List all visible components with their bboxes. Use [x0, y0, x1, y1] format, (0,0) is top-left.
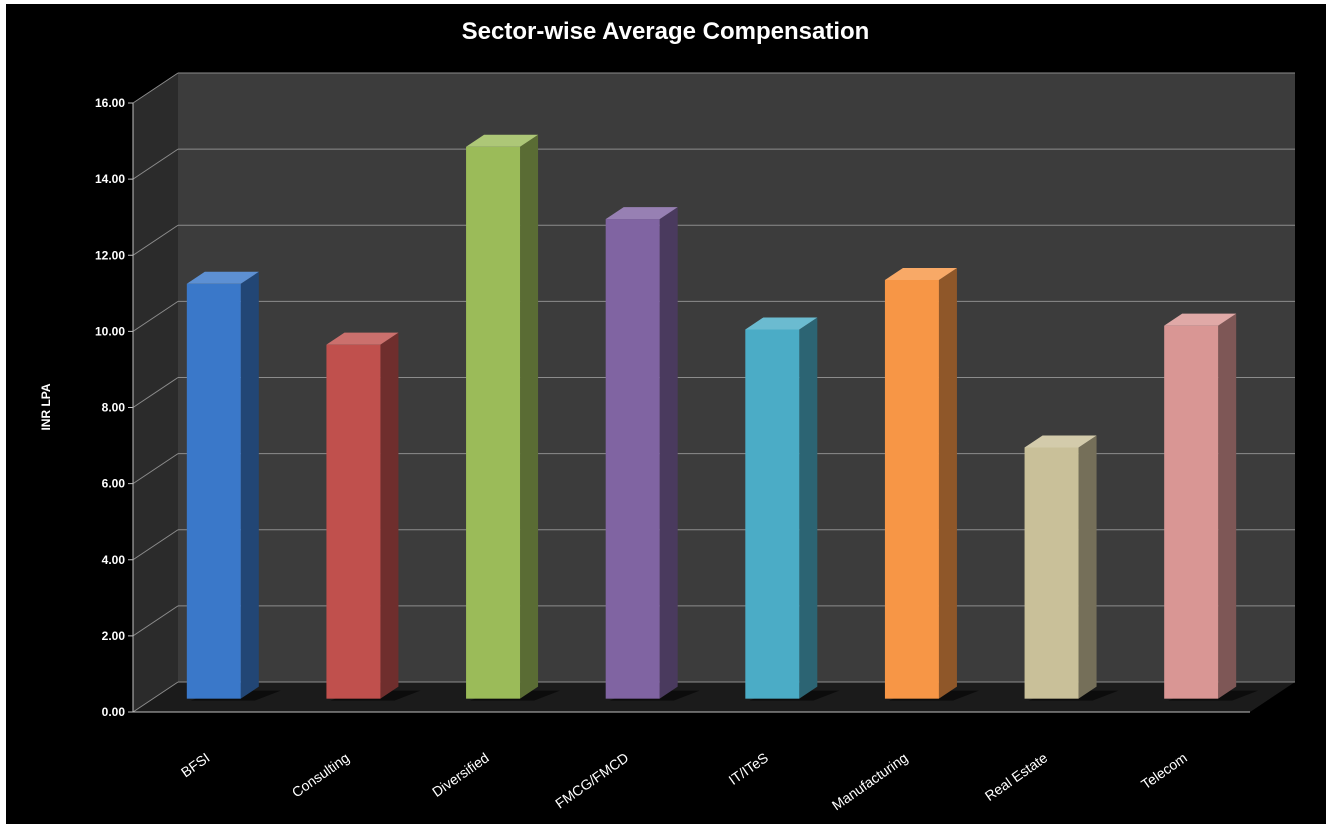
gridline-side	[132, 377, 179, 408]
floor	[133, 682, 1295, 712]
y-tick-label: 12.00	[95, 248, 125, 262]
category-label: Real Estate	[982, 749, 1051, 804]
plot-walls	[133, 73, 1295, 712]
bar-diversified	[466, 134, 561, 701]
chart-title: Sector-wise Average Compensation	[461, 18, 870, 45]
bar-real-estate	[1024, 435, 1119, 701]
bar-manufacturing	[884, 267, 979, 701]
bar-top	[326, 332, 399, 345]
bar-side	[659, 207, 678, 699]
bar-consulting	[326, 332, 421, 701]
bar-top	[745, 317, 818, 330]
bar-front	[1024, 447, 1079, 699]
bars	[186, 134, 1259, 701]
bar-front	[884, 279, 939, 699]
y-tick-label: 8.00	[102, 401, 126, 415]
category-label: Manufacturing	[829, 749, 911, 813]
bar-top	[466, 134, 539, 147]
category-label: Telecom	[1138, 749, 1190, 792]
bar-side	[1078, 435, 1097, 699]
y-tick-label: 10.00	[95, 324, 125, 338]
bar-top	[1024, 435, 1097, 448]
bar-side	[240, 271, 259, 699]
bar-top	[1164, 313, 1237, 326]
bar-side	[1218, 313, 1237, 699]
bar-front	[466, 146, 521, 699]
gridline-side	[132, 529, 179, 561]
y-axis-label: INR LPA	[39, 383, 53, 430]
y-tick-label: 2.00	[102, 629, 126, 643]
y-tick-label: 14.00	[95, 172, 125, 186]
bar-top	[605, 207, 678, 220]
category-label: Diversified	[429, 749, 492, 800]
bar-side	[938, 267, 957, 699]
gridline-side	[132, 72, 179, 104]
y-tick-labels: 0.00 2.00 4.00 6.00 8.00 10.00 12.00 14.00 16.00	[95, 96, 125, 719]
bar-side	[380, 332, 399, 699]
bar-bfsi	[186, 271, 281, 701]
gridline-side	[132, 453, 179, 485]
gridline-side	[132, 605, 179, 637]
bar-side	[520, 134, 539, 699]
bar-top	[884, 267, 957, 280]
bar-front	[605, 219, 660, 699]
category-label: IT/ITeS	[726, 749, 772, 788]
bar-top	[186, 271, 259, 284]
gridline-side	[132, 300, 179, 332]
bar-front	[326, 344, 381, 699]
bar-side	[799, 317, 818, 699]
bar-fmcg-fmcd	[605, 207, 700, 701]
category-label: Consulting	[289, 749, 352, 800]
gridline-side	[132, 224, 179, 256]
gridline-side	[132, 148, 179, 180]
bar-telecom	[1164, 313, 1259, 701]
category-label: FMCG/FMCD	[552, 749, 631, 811]
y-tick-label: 6.00	[102, 477, 126, 491]
category-label: BFSI	[178, 749, 213, 780]
bar-front	[1164, 325, 1219, 699]
y-tick-label: 16.00	[95, 96, 125, 110]
y-tick-label: 0.00	[102, 705, 126, 719]
bar-front	[745, 329, 800, 699]
gridline-side	[132, 681, 179, 713]
bar-front	[186, 283, 241, 699]
y-tick-label: 4.00	[102, 553, 126, 567]
category-labels: BFSI Consulting Diversified FMCG/FMCD IT/ITe…	[178, 749, 1190, 813]
bar-it-ites	[745, 317, 840, 701]
